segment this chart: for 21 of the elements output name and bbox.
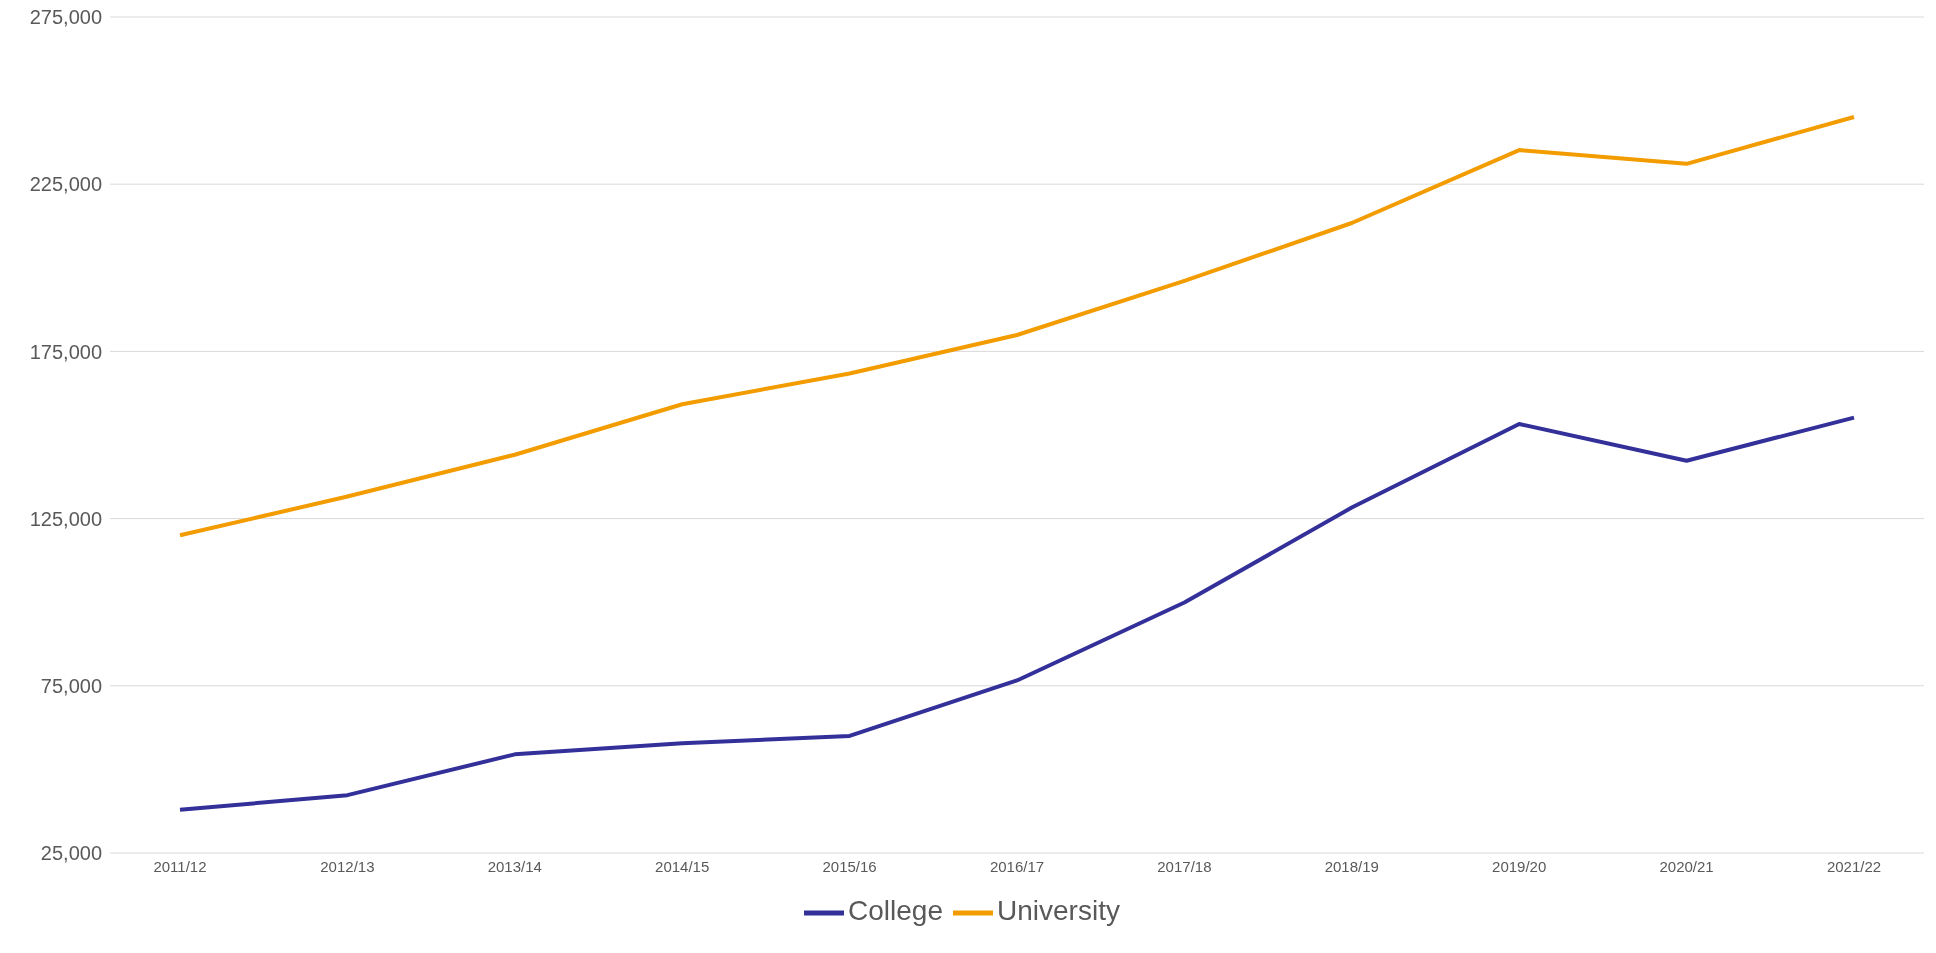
x-tick-label: 2015/16 <box>822 857 877 875</box>
x-tick-label: 2018/19 <box>1324 857 1379 875</box>
x-tick-label: 2019/20 <box>1492 857 1547 875</box>
x-tick-label: 2016/17 <box>989 857 1045 875</box>
x-tick-label: 2012/13 <box>320 857 375 875</box>
x-tick-label: 2020/21 <box>1659 857 1714 875</box>
legend-label: University <box>997 895 1120 927</box>
line-series <box>178 114 1856 538</box>
x-tick-label: 2011/12 <box>153 857 207 875</box>
x-tick-label: 2017/18 <box>1157 857 1212 875</box>
y-tick-label: 125,000 <box>29 507 102 530</box>
x-tick-label: 2013/14 <box>487 857 542 875</box>
y-tick-label: 25,000 <box>40 842 102 865</box>
y-tick-label: 175,000 <box>29 340 102 363</box>
y-tick-label: 225,000 <box>29 173 102 196</box>
y-tick-label: 75,000 <box>40 674 102 697</box>
x-tick-label: 2014/15 <box>655 857 710 875</box>
line-series <box>178 415 1856 812</box>
y-tick-label: 275,000 <box>29 6 102 29</box>
legend-label: College <box>848 895 944 927</box>
x-tick-label: 2021/22 <box>1826 857 1882 875</box>
